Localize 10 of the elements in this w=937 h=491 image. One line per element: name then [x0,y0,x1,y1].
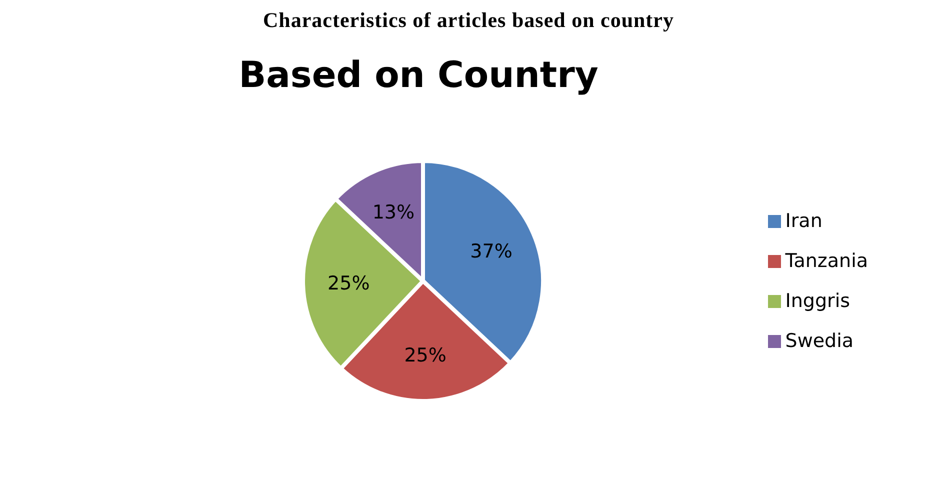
legend-label: Inggris [785,290,850,312]
data-label: 13% [372,202,415,224]
data-label: 25% [404,344,446,366]
data-label: 25% [328,272,370,294]
legend-label: Swedia [785,330,854,352]
legend-label: Iran [785,210,822,232]
chart-subtitle: Based on Country [238,55,600,96]
legend-label: Tanzania [785,250,868,272]
chart-title: Characteristics of articles based on country [262,8,675,33]
data-label: 37% [470,240,512,262]
